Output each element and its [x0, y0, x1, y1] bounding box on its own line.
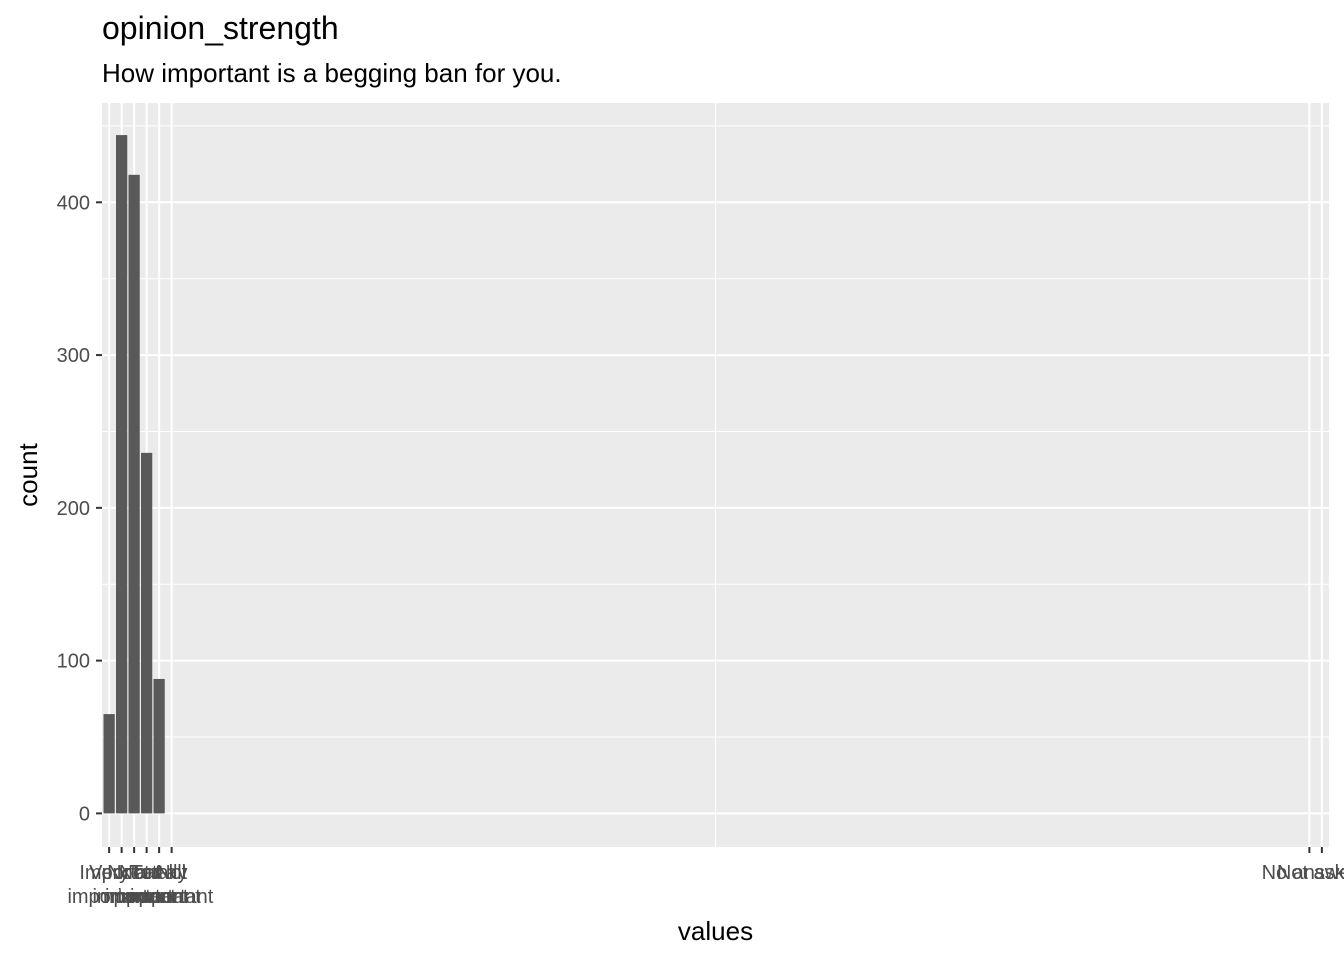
y-tick-label: 400	[57, 192, 90, 214]
bars	[103, 135, 165, 814]
bar-0	[103, 714, 115, 814]
chart-subtitle: How important is a begging ban for you.	[102, 58, 562, 88]
bar-2	[128, 174, 140, 814]
x-tick-label: No answer	[1262, 862, 1344, 884]
x-axis-title: values	[678, 916, 753, 946]
chart-title: opinion_strength	[102, 10, 339, 46]
y-tick-label: 200	[57, 498, 90, 520]
grid-minor	[102, 103, 1329, 847]
bar-1	[116, 135, 128, 814]
x-tick-label: Not at all important	[105, 862, 189, 908]
bar-3	[141, 452, 153, 814]
y-tick-label: 300	[57, 345, 90, 367]
x-tick-label: Not asked	[1277, 862, 1344, 884]
x-tick-label: Not important	[92, 862, 176, 908]
y-axis: 0 100 200 300 400	[57, 192, 102, 825]
x-tick-label: Not important	[130, 862, 214, 908]
x-tick-label: Important	[79, 862, 164, 884]
y-tick-label: 100	[57, 651, 90, 673]
y-axis-title: count	[13, 442, 43, 506]
x-tick-label: Very important	[67, 862, 151, 908]
y-tick-label: 0	[79, 803, 90, 825]
bar-4	[153, 678, 165, 814]
x-tick-label: Totally important	[117, 862, 201, 908]
